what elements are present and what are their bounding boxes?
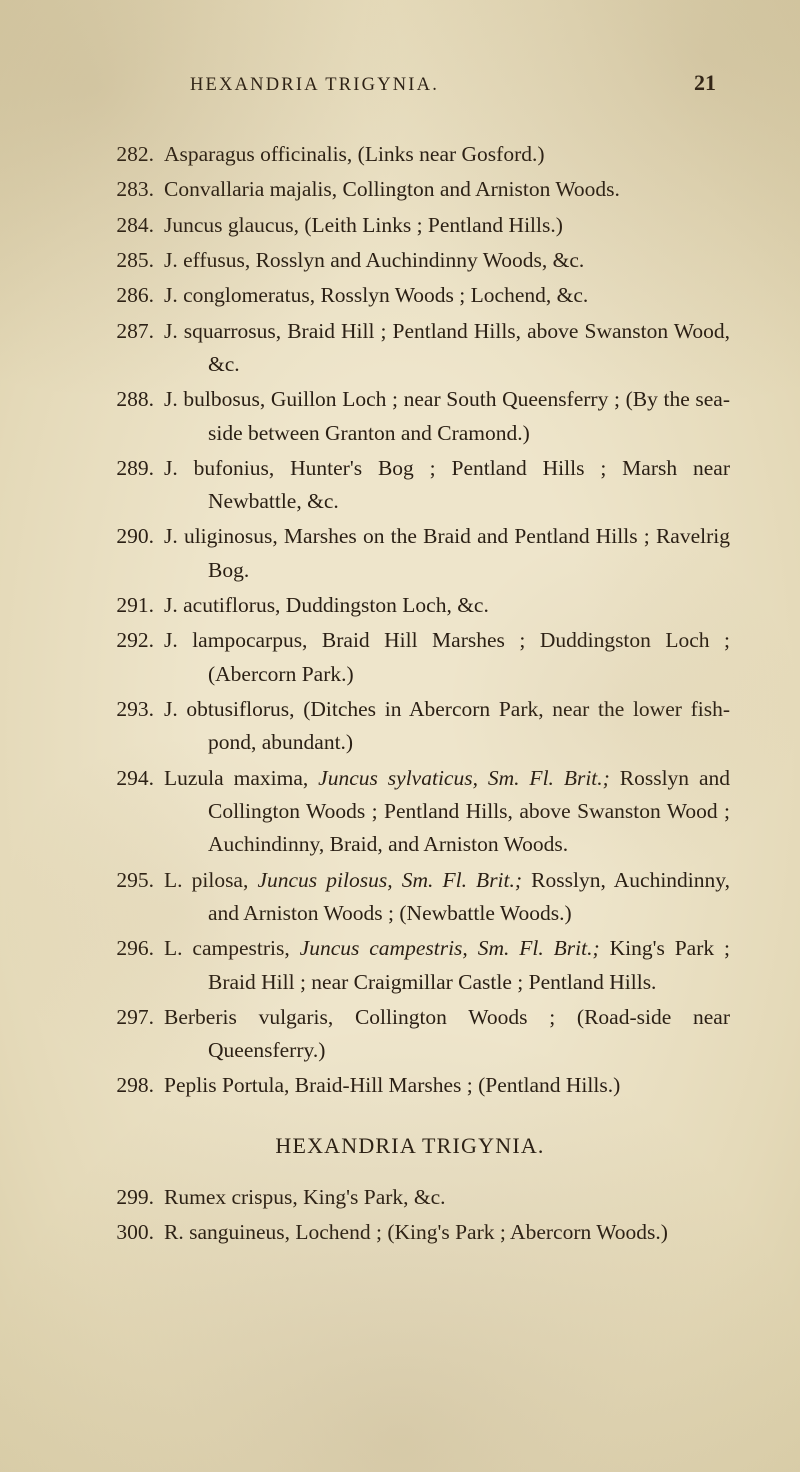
entry-text: J. squarrosus, Braid Hill ; Pentland Hil… xyxy=(164,315,730,382)
entry-number: 296. xyxy=(90,932,164,999)
entry-text: J. conglomeratus, Rosslyn Woods ; Lochen… xyxy=(164,279,730,312)
entry-number: 293. xyxy=(90,693,164,760)
entries-block: 299.Rumex crispus, King's Park, &c.300.R… xyxy=(90,1181,730,1250)
entry-text: J. bufonius, Hunter's Bog ; Pentland Hil… xyxy=(164,452,730,519)
entry-text: J. uliginosus, Marshes on the Braid and … xyxy=(164,520,730,587)
entry-number: 290. xyxy=(90,520,164,587)
entry-number: 298. xyxy=(90,1069,164,1102)
entry-row: 298.Peplis Portula, Braid-Hill Marshes ;… xyxy=(90,1069,730,1102)
entry-text: Convallaria majalis, Collington and Arni… xyxy=(164,173,730,206)
entry-text: Asparagus officinalis, (Links near Gosfo… xyxy=(164,138,730,171)
entry-number: 284. xyxy=(90,209,164,242)
entry-number: 291. xyxy=(90,589,164,622)
entry-number: 297. xyxy=(90,1001,164,1068)
entry-number: 299. xyxy=(90,1181,164,1214)
entry-row: 285.J. effusus, Rosslyn and Auchindinny … xyxy=(90,244,730,277)
running-head: HEXANDRIA TRIGYNIA. xyxy=(190,75,439,96)
entry-row: 289.J. bufonius, Hunter's Bog ; Pentland… xyxy=(90,452,730,519)
entry-row: 300.R. sanguineus, Lochend ; (King's Par… xyxy=(90,1216,730,1249)
entry-row: 290.J. uliginosus, Marshes on the Braid … xyxy=(90,520,730,587)
entry-number: 292. xyxy=(90,624,164,691)
entry-text: J. effusus, Rosslyn and Auchindinny Wood… xyxy=(164,244,730,277)
entry-row: 295.L. pilosa, Juncus pilosus, Sm. Fl. B… xyxy=(90,864,730,931)
entry-number: 289. xyxy=(90,452,164,519)
entry-number: 282. xyxy=(90,138,164,171)
entry-text: R. sanguineus, Lochend ; (King's Park ; … xyxy=(164,1216,730,1249)
header-row: HEXANDRIA TRIGYNIA. 21 xyxy=(90,70,730,96)
entry-row: 287.J. squarrosus, Braid Hill ; Pentland… xyxy=(90,315,730,382)
entry-text: L. campestris, Juncus campestris, Sm. Fl… xyxy=(164,932,730,999)
entry-row: 296.L. campestris, Juncus campestris, Sm… xyxy=(90,932,730,999)
entry-number: 286. xyxy=(90,279,164,312)
entry-row: 291.J. acutiflorus, Duddingston Loch, &c… xyxy=(90,589,730,622)
entry-text: Peplis Portula, Braid-Hill Marshes ; (Pe… xyxy=(164,1069,730,1102)
entry-row: 292.J. lampocarpus, Braid Hill Marshes ;… xyxy=(90,624,730,691)
page-number: 21 xyxy=(694,70,716,96)
entry-row: 288.J. bulbosus, Guillon Loch ; near Sou… xyxy=(90,383,730,450)
section-title: HEXANDRIA TRIGYNIA. xyxy=(90,1133,730,1159)
entry-number: 283. xyxy=(90,173,164,206)
page: HEXANDRIA TRIGYNIA. 21 282.Asparagus off… xyxy=(0,0,800,1472)
entry-row: 293.J. obtusiflorus, (Ditches in Abercor… xyxy=(90,693,730,760)
entry-row: 282.Asparagus officinalis, (Links near G… xyxy=(90,138,730,171)
entry-text: J. obtusiflorus, (Ditches in Abercorn Pa… xyxy=(164,693,730,760)
entry-row: 283.Convallaria majalis, Collington and … xyxy=(90,173,730,206)
entry-row: 297.Berberis vulgaris, Collington Woods … xyxy=(90,1001,730,1068)
entry-row: 284.Juncus glaucus, (Leith Links ; Pentl… xyxy=(90,209,730,242)
entry-number: 287. xyxy=(90,315,164,382)
entry-row: 286.J. conglomeratus, Rosslyn Woods ; Lo… xyxy=(90,279,730,312)
entry-text: L. pilosa, Juncus pilosus, Sm. Fl. Brit.… xyxy=(164,864,730,931)
entry-row: 294.Luzula maxima, Juncus sylvaticus, Sm… xyxy=(90,762,730,862)
entry-text: J. lampocarpus, Braid Hill Marshes ; Dud… xyxy=(164,624,730,691)
entry-text: Rumex crispus, King's Park, &c. xyxy=(164,1181,730,1214)
entry-number: 295. xyxy=(90,864,164,931)
entry-number: 294. xyxy=(90,762,164,862)
entry-number: 300. xyxy=(90,1216,164,1249)
entry-row: 299.Rumex crispus, King's Park, &c. xyxy=(90,1181,730,1214)
entry-number: 285. xyxy=(90,244,164,277)
entry-text: J. bulbosus, Guillon Loch ; near South Q… xyxy=(164,383,730,450)
entry-text: Luzula maxima, Juncus sylvaticus, Sm. Fl… xyxy=(164,762,730,862)
entries-block: 282.Asparagus officinalis, (Links near G… xyxy=(90,138,730,1103)
entry-text: J. acutiflorus, Duddingston Loch, &c. xyxy=(164,589,730,622)
entry-text: Berberis vulgaris, Collington Woods ; (R… xyxy=(164,1001,730,1068)
entry-text: Juncus glaucus, (Leith Links ; Pentland … xyxy=(164,209,730,242)
entry-number: 288. xyxy=(90,383,164,450)
